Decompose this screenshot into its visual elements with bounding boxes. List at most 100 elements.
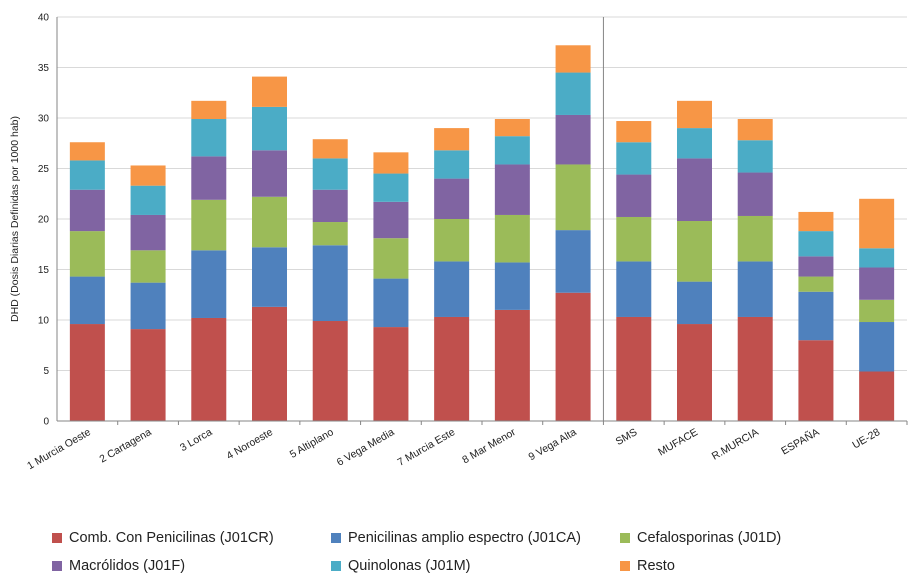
stacked-bar-chart: 0 5 10 15 20 25 30 35 40 1 Murcia Oeste 2 Cartage… <box>9 13 908 472</box>
legend-swatch <box>52 533 62 543</box>
bar-segment <box>252 306 287 421</box>
y-tick-label: 35 <box>38 63 50 74</box>
bar-segment <box>737 140 773 173</box>
x-category-label: R.MURCIA <box>710 426 761 462</box>
bar-segment <box>373 327 409 421</box>
x-category-label: 8 Mar Menor <box>460 426 518 466</box>
bar-segment <box>373 173 409 202</box>
y-tick-label: 0 <box>43 417 49 428</box>
bar-segment <box>252 150 287 197</box>
x-category-label: 7 Murcia Este <box>396 426 458 469</box>
bar-segment <box>737 261 773 317</box>
legend-label: Quinolonas (J01M) <box>348 558 471 574</box>
bar-segment <box>130 282 166 330</box>
x-category-label: 6 Vega Media <box>335 426 397 469</box>
bar-segment <box>616 261 652 317</box>
bar-segment <box>434 219 470 262</box>
bar-segment <box>130 185 166 215</box>
bar-segment <box>191 100 227 120</box>
x-category-label: 1 Murcia Oeste <box>25 426 93 472</box>
bar-segment <box>191 119 227 157</box>
x-category-label: SMS <box>614 426 640 448</box>
y-tick-label: 10 <box>38 316 50 327</box>
bar-segment <box>434 150 470 179</box>
bar-segment <box>798 276 834 292</box>
bar-segment <box>859 371 895 421</box>
y-tick-label: 25 <box>38 164 50 175</box>
y-tick-label: 20 <box>38 215 50 226</box>
legend-swatch <box>331 533 341 543</box>
bar-segment <box>191 317 227 421</box>
legend-label: Penicilinas amplio espectro (J01CA) <box>348 530 581 546</box>
x-category-label: 4 Noroeste <box>225 426 276 462</box>
bar-segment <box>191 250 227 318</box>
bar-segment <box>373 278 409 328</box>
bar-segment <box>859 198 895 249</box>
bar-segment <box>494 164 530 215</box>
bar-segment <box>312 222 348 246</box>
legend-label: Macrólidos (J01F) <box>69 558 186 574</box>
bar-segment <box>677 281 712 325</box>
legend-item: Macrólidos (J01F) <box>52 558 185 574</box>
bar-segment <box>677 221 712 282</box>
bar-segment <box>252 76 287 107</box>
bar-segment <box>677 128 712 159</box>
bar-segment <box>555 164 591 231</box>
bar-segment <box>252 247 287 307</box>
bar-segment <box>130 214 166 251</box>
legend: Comb. Con Penicilinas (J01CR) Penicilinas… <box>0 522 909 577</box>
bar-segment <box>130 250 166 283</box>
bar-segment <box>859 248 895 268</box>
bar-segment <box>737 215 773 262</box>
bar-segment <box>312 189 348 223</box>
bar-segment <box>798 340 834 421</box>
bar-segment <box>191 199 227 251</box>
x-category-label: MUFACE <box>656 426 700 458</box>
x-category-label: 2 Cartagena <box>98 426 154 465</box>
bar-segment <box>616 121 652 143</box>
bar-segment <box>677 100 712 129</box>
bar-segment <box>494 119 530 137</box>
axes <box>56 17 908 425</box>
bar-segment <box>312 245 348 322</box>
y-tick-labels: 0 5 10 15 20 25 30 35 40 <box>38 13 50 428</box>
bar-segment <box>555 45 591 73</box>
bar-segment <box>434 128 470 151</box>
bar-segment <box>798 256 834 277</box>
bar-segment <box>69 276 105 325</box>
y-tick-label: 5 <box>43 366 49 377</box>
bar-segment <box>373 152 409 174</box>
bar-segment <box>312 139 348 159</box>
bar-segment <box>69 231 105 277</box>
bar-segment <box>737 172 773 216</box>
bar-segment <box>191 156 227 200</box>
y-tick-label: 40 <box>38 13 50 24</box>
bar-segment <box>69 324 105 421</box>
x-category-label: ESPAÑA <box>779 425 822 457</box>
legend-swatch <box>620 561 630 571</box>
legend-item: Penicilinas amplio espectro (J01CA) <box>331 530 581 546</box>
bar-segment <box>859 267 895 300</box>
bar-segment <box>798 231 834 257</box>
x-category-labels: 1 Murcia Oeste 2 Cartagena 3 Lorca 4 Noroes… <box>25 425 882 472</box>
y-axis-title: DHD (Dosis Diarias Definidas por 1000 ha… <box>9 116 21 322</box>
x-category-label: 3 Lorca <box>178 426 214 454</box>
bar-segment <box>616 216 652 262</box>
bar-segment <box>130 165 166 186</box>
bar-segment <box>373 201 409 239</box>
bar-segment <box>859 322 895 372</box>
bar-segment <box>69 160 105 190</box>
x-category-label: UE-28 <box>850 426 882 451</box>
bar-segment <box>677 324 712 421</box>
legend-label: Resto <box>637 558 675 574</box>
gridlines <box>57 16 907 422</box>
bars <box>69 45 895 421</box>
bar-segment <box>616 142 652 175</box>
bar-segment <box>434 316 470 421</box>
bar-segment <box>494 136 530 165</box>
y-tick-label: 15 <box>38 265 50 276</box>
bar-segment <box>130 329 166 421</box>
bar-segment <box>677 158 712 222</box>
bar-segment <box>555 230 591 293</box>
bar-segment <box>494 309 530 421</box>
